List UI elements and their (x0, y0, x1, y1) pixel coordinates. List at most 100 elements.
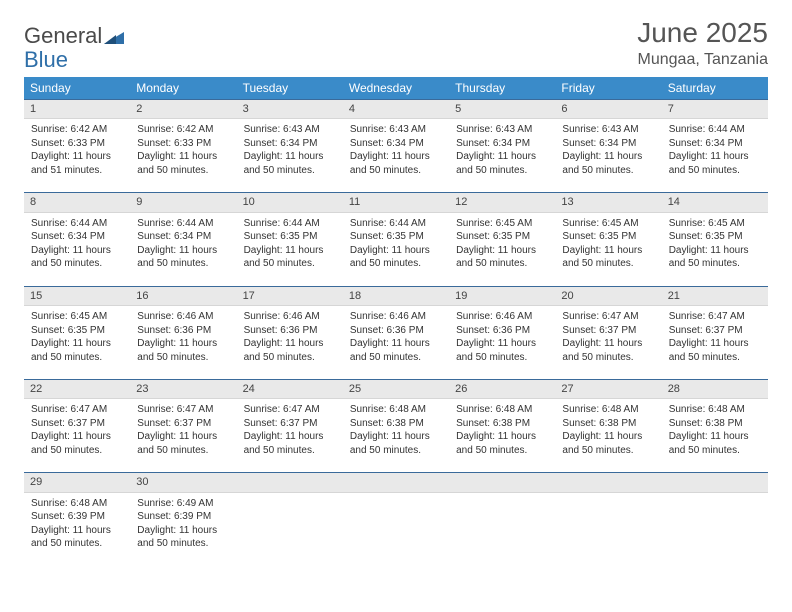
day-cell: Sunrise: 6:46 AMSunset: 6:36 PMDaylight:… (130, 306, 236, 373)
logo-mark-icon (104, 25, 124, 48)
sunset-text: Sunset: 6:34 PM (562, 137, 654, 151)
daylight-text: Daylight: 11 hours and 50 minutes. (137, 524, 229, 551)
sunrise-text: Sunrise: 6:44 AM (137, 217, 229, 231)
day-number-cell: 23 (130, 379, 236, 399)
day-header: Sunday (24, 77, 130, 99)
day-content: Sunrise: 6:46 AMSunset: 6:36 PMDaylight:… (450, 307, 554, 372)
day-number-cell: 8 (24, 192, 130, 212)
day-number: 11 (343, 193, 449, 211)
sunset-text: Sunset: 6:33 PM (31, 137, 123, 151)
day-number-cell: 5 (449, 99, 555, 119)
logo: GeneralBlue (24, 18, 125, 71)
page-header: GeneralBlue June 2025 Mungaa, Tanzania (24, 18, 768, 71)
day-number: 2 (130, 100, 236, 118)
day-number-cell: 2 (130, 99, 236, 119)
day-cell: Sunrise: 6:47 AMSunset: 6:37 PMDaylight:… (662, 306, 768, 373)
day-content: Sunrise: 6:42 AMSunset: 6:33 PMDaylight:… (25, 120, 129, 185)
day-cell: Sunrise: 6:47 AMSunset: 6:37 PMDaylight:… (130, 399, 236, 466)
sunset-text: Sunset: 6:34 PM (137, 230, 229, 244)
day-content: Sunrise: 6:43 AMSunset: 6:34 PMDaylight:… (556, 120, 660, 185)
day-number-cell: 3 (237, 99, 343, 119)
day-content: Sunrise: 6:46 AMSunset: 6:36 PMDaylight:… (238, 307, 342, 372)
day-number: 13 (555, 193, 661, 211)
logo-text-2: Blue (24, 47, 68, 72)
sunrise-text: Sunrise: 6:43 AM (456, 123, 548, 137)
daylight-text: Daylight: 11 hours and 50 minutes. (244, 337, 336, 364)
day-header: Monday (130, 77, 236, 99)
week-content-row: Sunrise: 6:47 AMSunset: 6:37 PMDaylight:… (24, 399, 768, 466)
day-number: 8 (24, 193, 130, 211)
day-content (238, 497, 342, 555)
sunrise-text: Sunrise: 6:44 AM (350, 217, 442, 231)
sunrise-text: Sunrise: 6:48 AM (669, 403, 761, 417)
day-number: 26 (449, 380, 555, 398)
day-content (344, 497, 448, 555)
week-daynum-row: 22232425262728 (24, 379, 768, 399)
day-content: Sunrise: 6:42 AMSunset: 6:33 PMDaylight:… (131, 120, 235, 185)
sunset-text: Sunset: 6:38 PM (562, 417, 654, 431)
day-header-row: SundayMondayTuesdayWednesdayThursdayFrid… (24, 77, 768, 99)
day-number-cell: 6 (555, 99, 661, 119)
day-content: Sunrise: 6:47 AMSunset: 6:37 PMDaylight:… (663, 307, 767, 372)
daylight-text: Daylight: 11 hours and 50 minutes. (244, 430, 336, 457)
sunset-text: Sunset: 6:35 PM (669, 230, 761, 244)
day-number: 7 (662, 100, 768, 118)
sunset-text: Sunset: 6:38 PM (456, 417, 548, 431)
day-cell: Sunrise: 6:43 AMSunset: 6:34 PMDaylight:… (237, 119, 343, 186)
day-cell: Sunrise: 6:46 AMSunset: 6:36 PMDaylight:… (237, 306, 343, 373)
day-number-cell (555, 472, 661, 492)
daylight-text: Daylight: 11 hours and 50 minutes. (350, 337, 442, 364)
day-number-cell: 4 (343, 99, 449, 119)
day-content: Sunrise: 6:47 AMSunset: 6:37 PMDaylight:… (238, 400, 342, 465)
sunrise-text: Sunrise: 6:46 AM (137, 310, 229, 324)
sunrise-text: Sunrise: 6:48 AM (562, 403, 654, 417)
daylight-text: Daylight: 11 hours and 50 minutes. (456, 337, 548, 364)
daylight-text: Daylight: 11 hours and 50 minutes. (669, 337, 761, 364)
day-number: 16 (130, 287, 236, 305)
sunset-text: Sunset: 6:35 PM (31, 324, 123, 338)
day-cell: Sunrise: 6:45 AMSunset: 6:35 PMDaylight:… (449, 213, 555, 280)
day-number: 1 (24, 100, 130, 118)
sunset-text: Sunset: 6:36 PM (456, 324, 548, 338)
day-cell: Sunrise: 6:43 AMSunset: 6:34 PMDaylight:… (343, 119, 449, 186)
daylight-text: Daylight: 11 hours and 50 minutes. (137, 337, 229, 364)
day-number-cell: 12 (449, 192, 555, 212)
sunrise-text: Sunrise: 6:46 AM (350, 310, 442, 324)
day-number: 4 (343, 100, 449, 118)
day-number-cell: 28 (662, 379, 768, 399)
daylight-text: Daylight: 11 hours and 50 minutes. (244, 150, 336, 177)
day-number-cell: 26 (449, 379, 555, 399)
sunrise-text: Sunrise: 6:44 AM (669, 123, 761, 137)
day-number: 14 (662, 193, 768, 211)
daylight-text: Daylight: 11 hours and 50 minutes. (350, 430, 442, 457)
sunrise-text: Sunrise: 6:48 AM (31, 497, 123, 511)
sunset-text: Sunset: 6:35 PM (456, 230, 548, 244)
sunrise-text: Sunrise: 6:44 AM (31, 217, 123, 231)
daylight-text: Daylight: 11 hours and 50 minutes. (562, 244, 654, 271)
daylight-text: Daylight: 11 hours and 50 minutes. (350, 150, 442, 177)
day-number: 29 (24, 473, 130, 491)
day-cell: Sunrise: 6:43 AMSunset: 6:34 PMDaylight:… (555, 119, 661, 186)
day-content: Sunrise: 6:46 AMSunset: 6:36 PMDaylight:… (344, 307, 448, 372)
sunset-text: Sunset: 6:34 PM (31, 230, 123, 244)
day-number-cell: 16 (130, 286, 236, 306)
sunset-text: Sunset: 6:37 PM (669, 324, 761, 338)
calendar-page: GeneralBlue June 2025 Mungaa, Tanzania S… (0, 0, 792, 612)
day-content: Sunrise: 6:44 AMSunset: 6:35 PMDaylight:… (238, 214, 342, 279)
sunset-text: Sunset: 6:35 PM (350, 230, 442, 244)
daylight-text: Daylight: 11 hours and 50 minutes. (562, 337, 654, 364)
logo-text-1: General (24, 23, 102, 48)
day-number: 28 (662, 380, 768, 398)
sunrise-text: Sunrise: 6:45 AM (31, 310, 123, 324)
day-number-cell: 9 (130, 192, 236, 212)
day-cell: Sunrise: 6:48 AMSunset: 6:38 PMDaylight:… (662, 399, 768, 466)
day-cell: Sunrise: 6:45 AMSunset: 6:35 PMDaylight:… (555, 213, 661, 280)
sunrise-text: Sunrise: 6:43 AM (350, 123, 442, 137)
day-number: 5 (449, 100, 555, 118)
day-number-cell (343, 472, 449, 492)
day-cell: Sunrise: 6:44 AMSunset: 6:34 PMDaylight:… (662, 119, 768, 186)
day-number-cell: 13 (555, 192, 661, 212)
sunrise-text: Sunrise: 6:48 AM (350, 403, 442, 417)
day-content: Sunrise: 6:48 AMSunset: 6:38 PMDaylight:… (344, 400, 448, 465)
daylight-text: Daylight: 11 hours and 50 minutes. (31, 524, 123, 551)
